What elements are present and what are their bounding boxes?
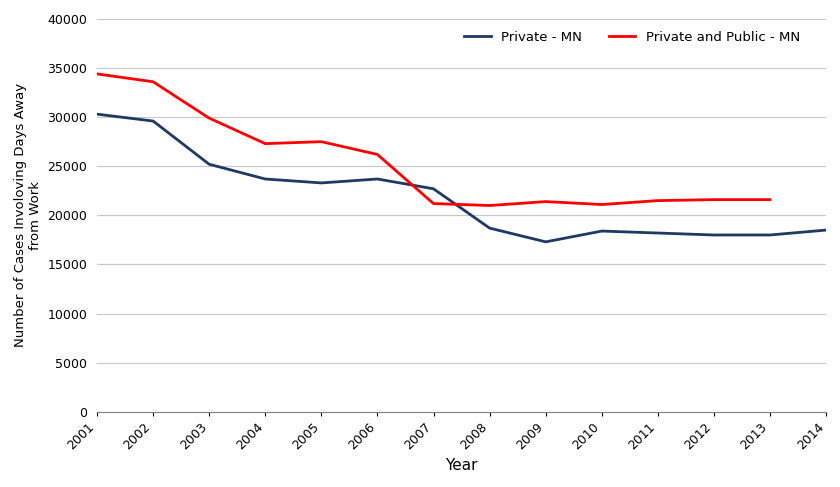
Private - MN: [148, 118, 158, 124]
Line: Private - MN: Private - MN: [97, 114, 826, 242]
Private and Public - MN: [653, 198, 663, 204]
Private - MN: [596, 228, 606, 234]
Line: Private and Public - MN: Private and Public - MN: [97, 74, 770, 206]
Y-axis label: Number of Cases Involoving Days Away
from Work: Number of Cases Involoving Days Away fro…: [14, 83, 42, 347]
Private - MN: [821, 227, 831, 233]
Legend: Private - MN, Private and Public - MN: Private - MN, Private and Public - MN: [459, 25, 805, 49]
Private - MN: [541, 239, 551, 245]
Private - MN: [485, 225, 495, 231]
Private and Public - MN: [260, 141, 270, 147]
Private - MN: [709, 232, 719, 238]
Private - MN: [653, 230, 663, 236]
Private and Public - MN: [485, 203, 495, 208]
Private and Public - MN: [709, 197, 719, 203]
Private - MN: [317, 180, 327, 186]
Private and Public - MN: [317, 139, 327, 145]
X-axis label: Year: Year: [445, 458, 478, 473]
Private and Public - MN: [92, 71, 102, 77]
Private - MN: [765, 232, 775, 238]
Private - MN: [372, 176, 382, 182]
Private - MN: [92, 111, 102, 117]
Private and Public - MN: [428, 201, 438, 206]
Private and Public - MN: [204, 115, 214, 121]
Private - MN: [204, 161, 214, 167]
Private and Public - MN: [541, 199, 551, 205]
Private - MN: [428, 186, 438, 192]
Private - MN: [260, 176, 270, 182]
Private and Public - MN: [372, 151, 382, 157]
Private and Public - MN: [596, 202, 606, 207]
Private and Public - MN: [765, 197, 775, 203]
Private and Public - MN: [148, 79, 158, 85]
